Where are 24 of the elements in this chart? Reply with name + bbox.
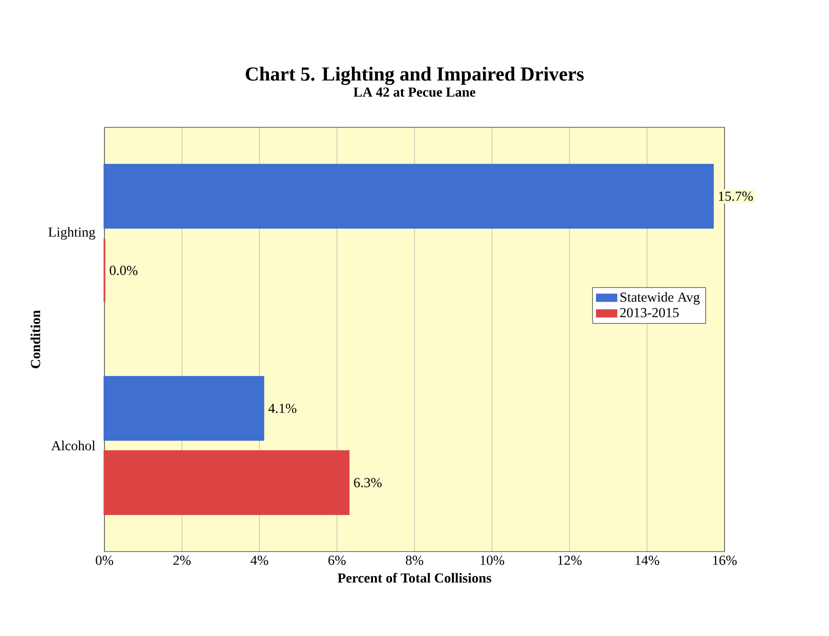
data-label: 15.7% bbox=[718, 191, 753, 201]
y-tick-label: Lighting bbox=[48, 226, 96, 240]
chart-title: Chart 5. Lighting and Impaired Drivers bbox=[246, 66, 584, 85]
x-tick-label: 12% bbox=[558, 555, 582, 565]
x-tick-label: 8% bbox=[406, 555, 424, 565]
bar bbox=[104, 450, 350, 515]
x-tick-label: 6% bbox=[328, 555, 346, 565]
x-tick-label: 10% bbox=[480, 555, 504, 565]
x-axis-title: Percent of Total Collisions bbox=[338, 572, 492, 582]
x-tick-label: 4% bbox=[250, 555, 268, 565]
x-tick-label: 0% bbox=[96, 555, 114, 565]
chart-subtitle: LA 42 at Pecue Lane bbox=[354, 87, 476, 97]
x-tick-label: 14% bbox=[636, 555, 660, 565]
data-label: 6.3% bbox=[354, 478, 382, 488]
y-tick-label: Alcohol bbox=[51, 440, 96, 450]
bar bbox=[104, 376, 264, 441]
data-label: 4.1% bbox=[268, 403, 296, 413]
data-label: 0.0% bbox=[110, 266, 138, 275]
y-axis-title: Condition bbox=[30, 310, 40, 368]
x-tick-label: 2% bbox=[173, 555, 191, 565]
legend-label: 2013-2015 bbox=[620, 308, 679, 318]
x-tick-label: 16% bbox=[713, 555, 737, 565]
legend-label: Statewide Avg bbox=[620, 292, 700, 304]
bar bbox=[104, 164, 714, 228]
